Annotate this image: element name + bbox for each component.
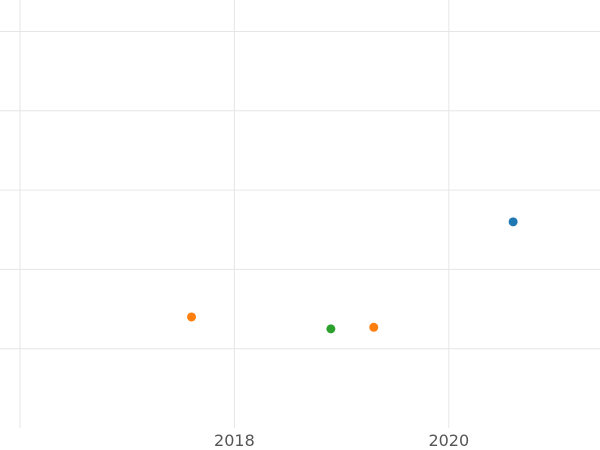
grid-layer <box>0 0 600 428</box>
data-point <box>369 322 379 332</box>
x-tick-label: 2020 <box>428 431 469 450</box>
data-point <box>187 312 197 322</box>
data-point <box>326 324 336 334</box>
x-axis-tick-labels: 20182020202220242026 <box>214 431 469 450</box>
data-points <box>187 217 518 334</box>
data-point <box>508 217 518 227</box>
x-tick-label: 2018 <box>214 431 255 450</box>
